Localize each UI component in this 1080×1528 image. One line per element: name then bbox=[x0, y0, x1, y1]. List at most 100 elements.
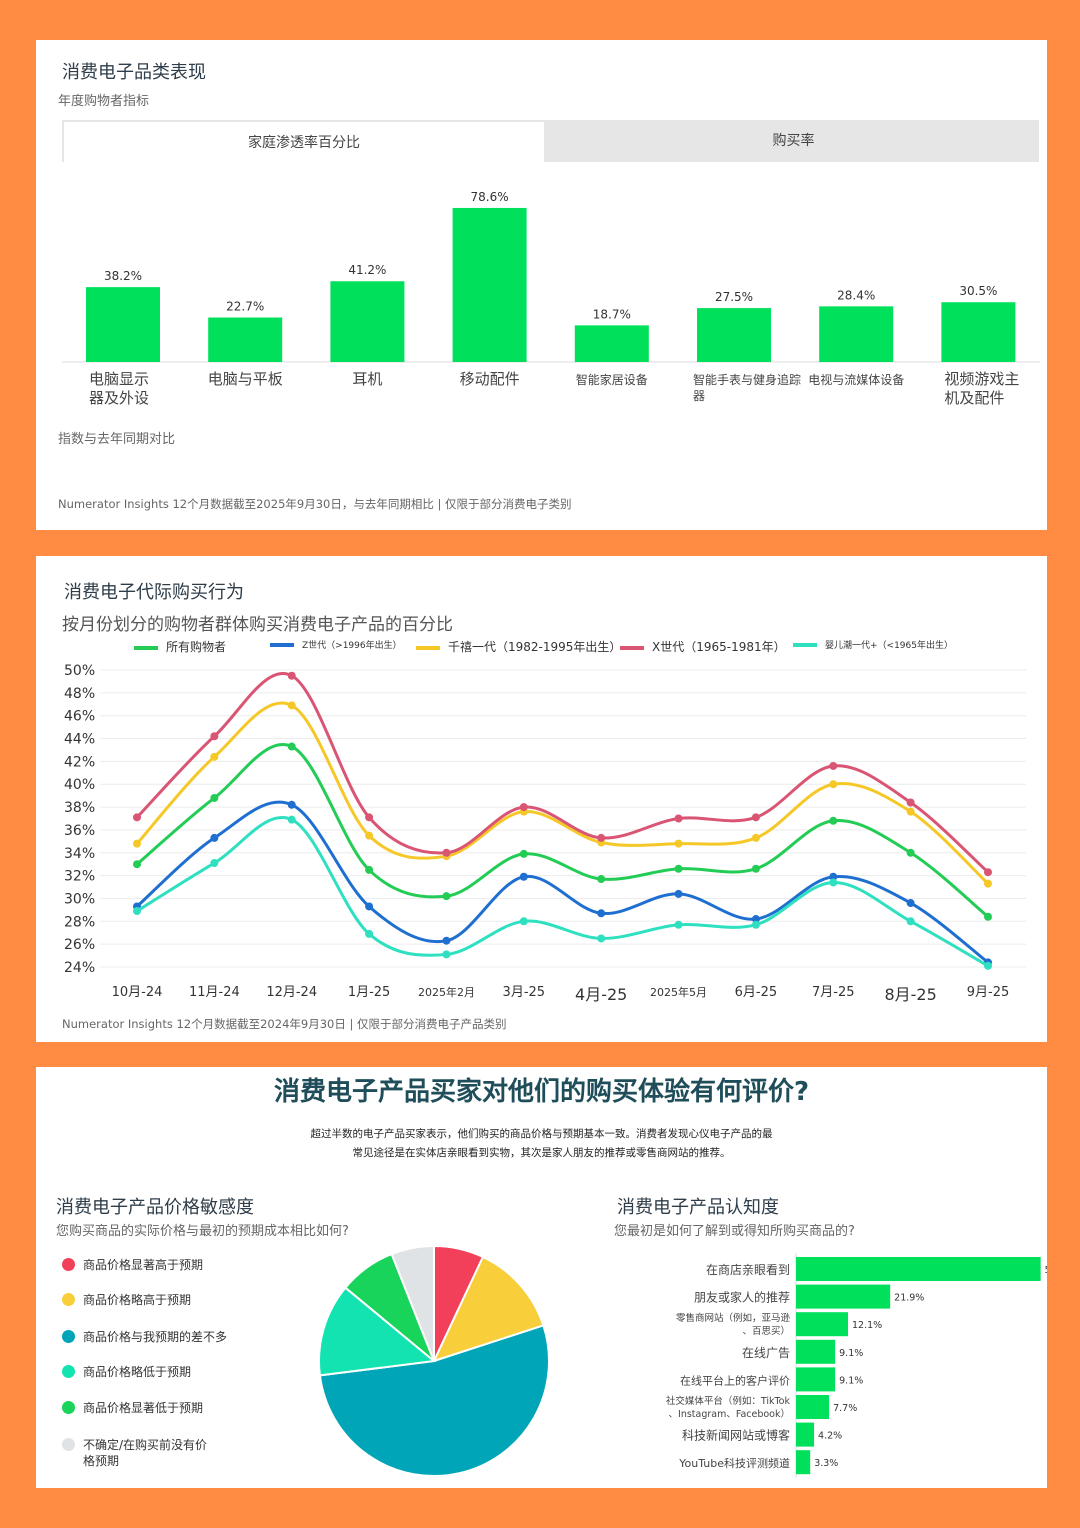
awareness-subtitle: 您最初是如何了解到或得知所购买商品的? bbox=[614, 1224, 855, 1239]
data-point bbox=[519, 917, 528, 926]
data-point bbox=[133, 860, 141, 869]
category-label: 在商店亲眼看到 bbox=[706, 1262, 790, 1277]
index-value: 99 bbox=[848, 459, 863, 460]
tab-household-penetration[interactable]: 家庭渗透率百分比 bbox=[62, 120, 546, 162]
category-label: 科技新闻网站或博客 bbox=[682, 1428, 790, 1443]
category-label: YouTube科技评测频道 bbox=[678, 1456, 790, 1470]
x-tick-label: 11月-24 bbox=[189, 985, 240, 1000]
data-point bbox=[365, 813, 374, 822]
legend-label-line: 商品价格略低于预期 bbox=[83, 1365, 192, 1379]
bar-value-label: 56.9% bbox=[1045, 1265, 1047, 1276]
data-point bbox=[597, 875, 606, 884]
category-label: 视频游戏主 bbox=[944, 370, 1019, 388]
tab-purchase-rate[interactable]: 购买率 bbox=[772, 133, 815, 149]
data-point bbox=[210, 732, 219, 741]
bar bbox=[86, 287, 160, 362]
data-point bbox=[829, 872, 838, 881]
bar bbox=[330, 281, 405, 362]
x-tick-label: 10月-24 bbox=[112, 985, 163, 1000]
data-point bbox=[984, 912, 992, 921]
legend-swatch bbox=[134, 646, 158, 650]
legend-label: 不确定/在购买前没有价 格预期 bbox=[83, 1437, 207, 1469]
bar bbox=[819, 306, 894, 362]
category-label: 零售商网站（例如，亚马逊 bbox=[676, 1312, 791, 1324]
y-tick-label: 24% bbox=[64, 960, 95, 976]
category-label: 电视与流媒体设备 bbox=[808, 372, 904, 387]
series-line bbox=[136, 816, 989, 968]
data-point bbox=[519, 803, 528, 812]
category-label: 电脑与平板 bbox=[208, 370, 283, 388]
pie-legend-item: 商品价格略高于预期 bbox=[62, 1292, 191, 1308]
bar-value-label: 27.5% bbox=[715, 290, 753, 304]
data-point bbox=[133, 839, 141, 848]
category-label: 社交媒体平台（例如：TikTok bbox=[666, 1395, 791, 1407]
data-point bbox=[133, 907, 141, 916]
footnote: Numerator Insights 12个月数据截至2024年9月30日 | … bbox=[62, 1017, 507, 1031]
data-point bbox=[674, 814, 683, 823]
legend-swatch bbox=[62, 1365, 75, 1378]
legend-item: 千禧一代（1982-1995年出生） bbox=[416, 638, 621, 655]
category-label: 电脑显示 bbox=[89, 370, 149, 388]
data-point bbox=[751, 915, 760, 924]
data-point bbox=[210, 793, 219, 802]
bar-value-label: 9.1% bbox=[839, 1348, 863, 1359]
category-label: 智能家居设备 bbox=[576, 372, 648, 387]
pie-legend-item: 商品价格显著高于预期 bbox=[62, 1257, 203, 1273]
bar bbox=[796, 1339, 836, 1364]
legend-swatch bbox=[270, 643, 294, 647]
data-point bbox=[210, 833, 219, 842]
data-point bbox=[519, 849, 528, 858]
intro-line: 超过半数的电子产品买家表示，他们购买的商品价格与预期基本一致。消费者发现心仪电子… bbox=[310, 1128, 773, 1140]
legend-label-line: 格预期 bbox=[83, 1454, 120, 1468]
x-tick-label: 9月-25 bbox=[967, 985, 1010, 1000]
legend-swatch bbox=[62, 1401, 75, 1414]
legend-item: 婴儿潮一代+（<1965年出生） bbox=[793, 638, 953, 651]
generational-line-chart: 50% 48% 46% 44% 42% 40% 38% 36% 34% 32% 30% 28% 26% 2… bbox=[64, 663, 1026, 1004]
experience-card: 消费电子产品买家对他们的购买体验有何评价? 超过半数的电子产品买家表示，他们购买… bbox=[36, 1067, 1047, 1488]
bar bbox=[796, 1312, 849, 1337]
category-label: 器及外设 bbox=[89, 389, 149, 407]
data-point bbox=[442, 936, 451, 945]
x-tick-label: 2025年2月 bbox=[418, 985, 475, 999]
data-point bbox=[674, 889, 683, 898]
series-line bbox=[135, 701, 990, 885]
legend-label-line: 不确定/在购买前没有价 bbox=[83, 1438, 208, 1452]
index-label: 指数与去年同期对比 bbox=[58, 432, 176, 447]
section-title: 消费电子产品买家对他们的购买体验有何评价? bbox=[273, 1077, 810, 1107]
data-point bbox=[442, 892, 451, 901]
data-point bbox=[829, 761, 838, 770]
data-point bbox=[365, 865, 374, 874]
data-point bbox=[597, 909, 606, 918]
legend-label: 千禧一代（1982-1995年出生） bbox=[448, 640, 622, 654]
data-point bbox=[829, 878, 838, 887]
bar bbox=[796, 1367, 836, 1392]
data-point bbox=[751, 833, 760, 842]
card-title: 消费电子品类表现 bbox=[62, 62, 206, 83]
bar-value-label: 18.7% bbox=[593, 307, 631, 321]
y-tick-label: 28% bbox=[64, 914, 95, 930]
category-performance-card: 消费电子品类表现 年度购物者指标 家庭渗透率百分比 购买率 38.2% 电脑显示器… bbox=[36, 40, 1047, 530]
bar bbox=[796, 1450, 811, 1475]
legend-label-line: 商品价格与我预期的差不多 bbox=[83, 1330, 228, 1344]
data-point bbox=[906, 899, 915, 908]
data-point bbox=[133, 813, 141, 822]
bar-value-label: 22.7% bbox=[226, 300, 264, 314]
x-tick-label: 4月-25 bbox=[575, 985, 627, 1004]
data-point bbox=[984, 961, 992, 970]
data-point bbox=[906, 798, 915, 807]
bar-value-label: 7.7% bbox=[833, 1403, 857, 1414]
category-label: 智能手表与健身追踪 bbox=[693, 372, 801, 387]
intro-line: 常见途径是在实体店亲眼看到实物，其次是家人朋友的推荐或零售商网站的推荐。 bbox=[352, 1147, 731, 1159]
category-label: 器 bbox=[693, 389, 705, 403]
data-point bbox=[829, 816, 838, 825]
legend-swatch bbox=[62, 1330, 75, 1343]
category-label: 耳机 bbox=[352, 370, 382, 388]
data-point bbox=[519, 872, 528, 881]
y-tick-label: 30% bbox=[64, 891, 95, 907]
bar bbox=[796, 1257, 1041, 1281]
bar-value-label: 12.1% bbox=[852, 1320, 882, 1331]
legend-label: Z世代（>1996年出生） bbox=[302, 641, 402, 651]
awareness-bar-chart: 56.9% 在商店亲眼看到 21.9% 朋友或家人的推荐 12.1% 零售商网站（例如，亚… bbox=[666, 1253, 1047, 1478]
y-tick-label: 36% bbox=[64, 823, 95, 839]
legend-item: Z世代（>1996年出生） bbox=[270, 638, 402, 651]
